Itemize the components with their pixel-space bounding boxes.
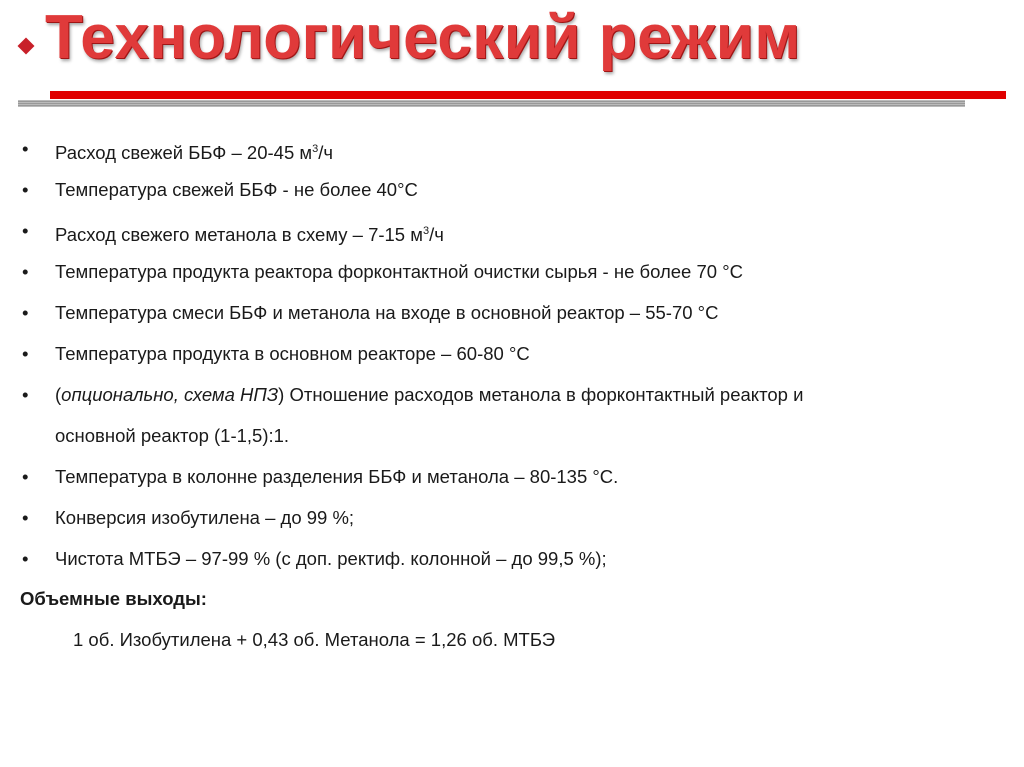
title-underline-gray (18, 100, 965, 107)
item-text: Расход свежей ББФ – 20-45 м (55, 142, 313, 164)
bullet-icon: • (22, 302, 29, 323)
item-text: ( (55, 384, 62, 405)
bullet-icon: • (22, 384, 29, 405)
bullet-icon: • (22, 261, 29, 282)
yields-formula: 1 об. Изобутилена + 0,43 об. Метанола = … (73, 629, 556, 650)
bullet-icon: • (22, 179, 29, 200)
list-item: • Температура продукта в основном реактор… (0, 339, 803, 380)
item-text: /ч (429, 224, 444, 246)
item-italic-text: опционально, схема НПЗ (61, 384, 279, 405)
bullet-icon: • (22, 343, 29, 364)
item-text: Температура в колонне разделения ББФ и м… (55, 466, 619, 487)
item-text: Чистота МТБЭ – 97-99 % (с доп. ректиф. к… (55, 548, 607, 569)
item-text: Конверсия изобутилена – до 99 %; (55, 507, 355, 528)
item-text: Температура смеси ББФ и метанола на вход… (55, 302, 719, 323)
bullet-list: • Расход свежей ББФ – 20-45 м3/ч • Темпера… (0, 134, 803, 585)
superscript: 3 (312, 143, 319, 155)
item-text: Температура продукта реактора форконтакт… (55, 261, 743, 282)
list-item: • Температура смеси ББФ и метанола на вхо… (0, 298, 803, 339)
list-item: • (опционально, схема НПЗ) Отношение расх… (0, 380, 803, 421)
item-text: Температура свежей ББФ - не более 40°С (55, 179, 418, 200)
bullet-icon: • (22, 138, 29, 159)
title-underline-red (50, 91, 1006, 99)
list-item: • Расход свежего метанола в схему – 7-15 … (0, 216, 803, 257)
list-item: • Температура в колонне разделения ББФ и … (0, 462, 803, 503)
title-bullet-icon (17, 37, 35, 55)
item-text: ) Отношение расходов метанола в форконта… (278, 384, 804, 405)
superscript: 3 (422, 225, 430, 237)
list-item: • Чистота МТБЭ – 97-99 % (с доп. ректиф. … (0, 544, 803, 585)
list-item: • Температура свежей ББФ - не более 40°С (0, 175, 803, 216)
slide-title: Технологический режим (45, 3, 801, 72)
yields-heading: Объемные выходы: (20, 588, 207, 609)
item-text: Расход свежего метанола в схему – 7-15 м (55, 224, 423, 246)
item-text: /ч (318, 142, 334, 164)
item-text: основной реактор (1-1,5):1. (55, 425, 290, 446)
list-item: • Конверсия изобутилена – до 99 %; (0, 503, 803, 544)
bullet-icon: • (22, 220, 29, 241)
list-item: • Расход свежей ББФ – 20-45 м3/ч (0, 134, 803, 175)
bullet-icon: • (22, 466, 29, 487)
list-item-continuation: основной реактор (1-1,5):1. (0, 421, 803, 462)
bullet-icon: • (22, 548, 29, 569)
list-item: • Температура продукта реактора форконтак… (0, 257, 803, 298)
bullet-icon: • (22, 507, 29, 528)
item-text: Температура продукта в основном реакторе… (55, 343, 530, 364)
